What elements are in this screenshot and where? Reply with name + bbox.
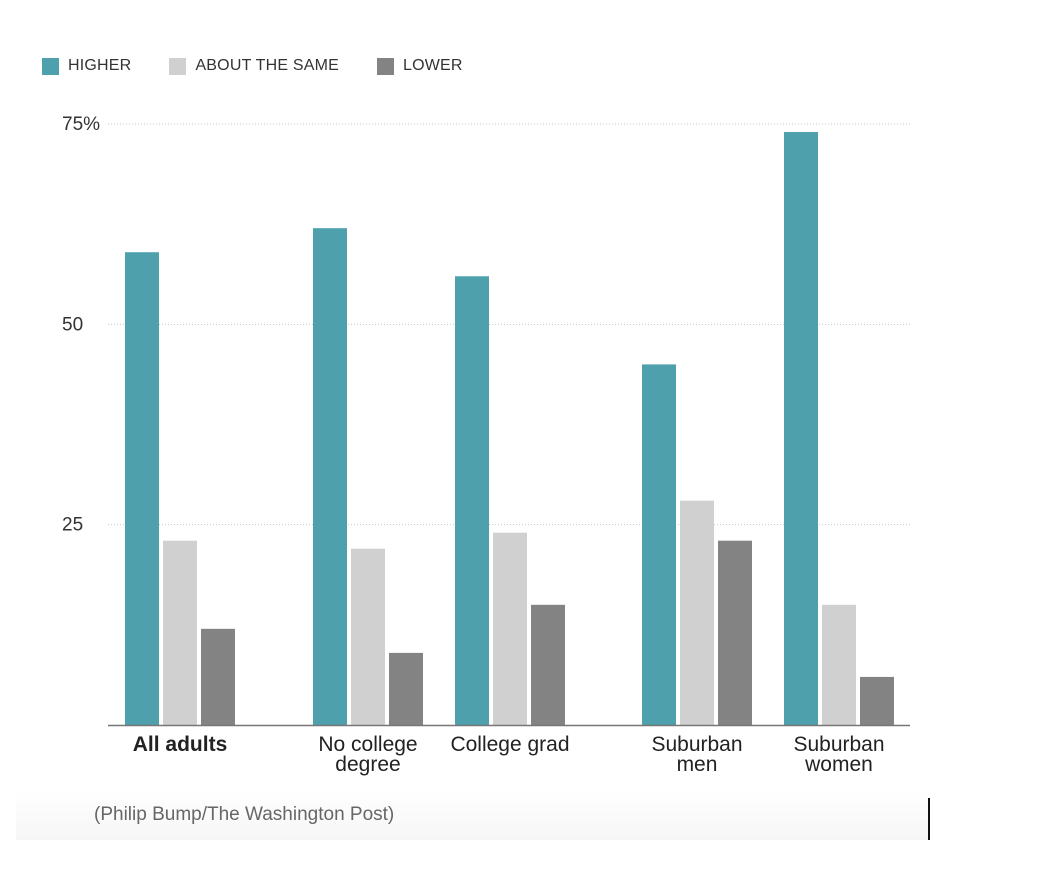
x-category-label-0-line-0: All adults (133, 733, 228, 756)
bar-about-the-same-4 (822, 604, 856, 725)
bar-higher-3 (642, 364, 676, 725)
x-category-label-1-line-0: No college (318, 733, 417, 756)
bar-lower-0 (201, 628, 235, 725)
legend-item-lower: LOWER (377, 57, 463, 75)
bar-lower-4 (860, 676, 894, 725)
x-category-label-4-line-1: women (804, 753, 873, 776)
legend-label-lower: LOWER (403, 57, 463, 74)
bar-lower-2 (531, 604, 565, 725)
bar-higher-4 (784, 132, 818, 726)
x-category-label-3-line-1: men (677, 753, 718, 776)
bar-about-the-same-3 (680, 500, 714, 725)
bar-about-the-same-2 (493, 532, 527, 725)
x-category-label-4-line-0: Suburban (793, 733, 884, 756)
bar-lower-3 (718, 540, 752, 725)
bar-lower-1 (389, 652, 423, 725)
bar-about-the-same-1 (351, 548, 385, 725)
y-tick-label-1: 50 (62, 314, 83, 335)
legend-swatch-higher (42, 57, 59, 75)
text-cursor (928, 798, 930, 840)
footer-band (16, 790, 928, 840)
bar-higher-0 (125, 252, 159, 726)
bar-higher-1 (313, 228, 347, 725)
legend-label-about-the-same: ABOUT THE SAME (195, 57, 340, 74)
bar-about-the-same-0 (163, 540, 197, 725)
chart-legend: HIGHER ABOUT THE SAME LOWER (42, 57, 501, 75)
legend-swatch-about-the-same (169, 57, 187, 75)
bar-higher-2 (455, 276, 489, 725)
legend-item-higher: HIGHER (42, 57, 131, 75)
x-category-label-3-line-0: Suburban (651, 733, 742, 756)
y-tick-label-2: 25 (62, 515, 83, 536)
photo-credit: (Philip Bump/The Washington Post) (94, 804, 395, 825)
x-category-label-2-line-0: College grad (450, 733, 569, 756)
y-tick-label-0: 75% (62, 114, 100, 135)
legend-item-about-the-same: ABOUT THE SAME (169, 57, 339, 75)
legend-label-higher: HIGHER (68, 57, 132, 74)
x-category-label-1-line-1: degree (335, 753, 400, 776)
legend-swatch-lower (377, 57, 395, 75)
